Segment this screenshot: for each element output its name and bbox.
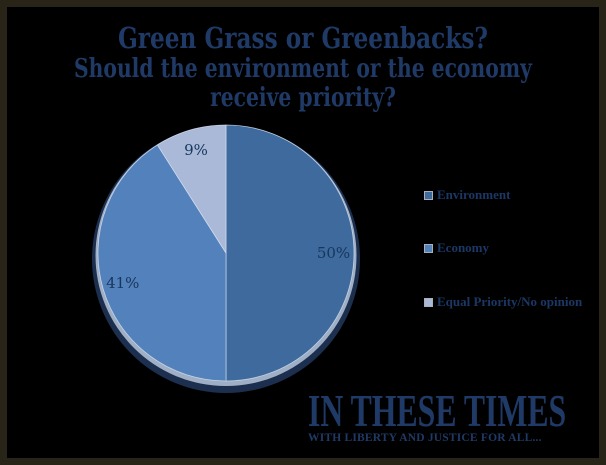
- brand-tagline: WITH LIBERTY AND JUSTICE FOR ALL...: [308, 432, 542, 444]
- chart-header: Green Grass or Greenbacks? Should the en…: [7, 22, 599, 113]
- pie-data-label: 41%: [106, 273, 140, 292]
- legend-label-economy: Economy: [437, 240, 489, 255]
- pie-data-label: 50%: [316, 244, 351, 262]
- legend-item-economy: Economy: [424, 240, 489, 256]
- pie-slice-environment: [225, 124, 355, 382]
- pie-data-label: 9%: [184, 140, 208, 159]
- legend-item-equal-priority: Equal Priority/No opinion: [424, 294, 582, 310]
- pie-slice-equal-priority-no-opinion: [157, 124, 227, 254]
- legend-swatch-economy: [424, 243, 433, 253]
- legend-swatch-equal-priority: [424, 297, 433, 307]
- pie-slice-economy: [97, 144, 227, 382]
- legend-item-environment: Environment: [424, 187, 510, 203]
- chart-title: Green Grass or Greenbacks?: [117, 21, 489, 55]
- brand-logo: IN THESE TIMES: [308, 385, 567, 436]
- legend-swatch-environment: [424, 190, 433, 200]
- chart-subtitle-line-1: Should the environment or the economy: [74, 54, 532, 84]
- pie-chart-svg: [92, 124, 360, 393]
- pie-chart: 50% 41% 9%: [76, 103, 376, 403]
- chart-subtitle-line-2: receive priority?: [210, 83, 396, 113]
- legend-label-environment: Environment: [437, 187, 511, 202]
- legend-label-equal-priority: Equal Priority/No opinion: [437, 294, 583, 309]
- branding-block: IN THESE TIMES WITH LIBERTY AND JUSTICE …: [308, 385, 599, 445]
